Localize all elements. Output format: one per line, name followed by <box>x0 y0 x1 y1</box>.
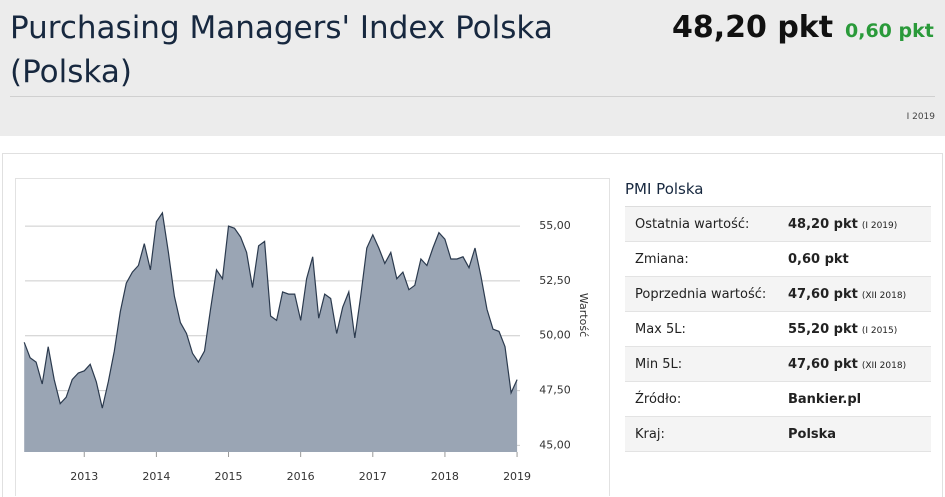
row-label: Ostatnia wartość: <box>635 216 750 232</box>
x-tick-label: 2014 <box>142 470 170 483</box>
x-tick-label: 2017 <box>359 470 387 483</box>
change: 0,60 pkt <box>845 20 934 42</box>
x-tick-label: 2019 <box>503 470 531 483</box>
row-label: Kraj: <box>635 426 665 442</box>
y-tick-label: 50,00 <box>539 329 571 342</box>
row-value-cell: 0,60 pkt <box>788 252 849 267</box>
row-value: Bankier.pl <box>788 391 862 407</box>
row-label: Poprzednia wartość: <box>635 286 767 302</box>
row-value: 47,60 pkt <box>788 356 858 372</box>
row-label: Źródło: <box>635 391 682 407</box>
table-row: Min 5L: 47,60 pkt (XII 2018) <box>625 347 931 382</box>
row-label: Zmiana: <box>635 251 689 267</box>
area-line <box>23 211 518 409</box>
row-value: 47,60 pkt <box>788 286 858 302</box>
row-value: Polska <box>788 426 837 442</box>
row-value-cell: Polska <box>788 427 836 442</box>
table-row: Zmiana: 0,60 pkt <box>625 242 931 277</box>
area-fill <box>24 212 518 452</box>
chart-box <box>15 178 610 496</box>
divider <box>10 96 935 97</box>
table-title: PMI Polska <box>625 176 931 207</box>
x-tick-label: 2018 <box>431 470 459 483</box>
row-value-cell: 47,60 pkt (XII 2018) <box>788 287 906 302</box>
row-value-cell: Bankier.pl <box>788 392 861 407</box>
y-tick-label: 45,00 <box>539 438 571 451</box>
row-label: Min 5L: <box>635 356 683 372</box>
table-row: Kraj: Polska <box>625 417 931 452</box>
x-tick-label: 2016 <box>287 470 315 483</box>
last-value: 48,20 pkt <box>672 10 834 45</box>
y-tick-label: 52,50 <box>539 274 571 287</box>
y-tick-label: 47,50 <box>539 384 571 397</box>
table-row: Źródło: Bankier.pl <box>625 382 931 417</box>
page-title: Purchasing Managers' Index Polska (Polsk… <box>10 10 553 90</box>
table-row: Poprzednia wartość: 47,60 pkt (XII 2018) <box>625 277 931 312</box>
row-date: (I 2015) <box>861 325 898 336</box>
date: I 2019 <box>906 112 935 122</box>
header: Purchasing Managers' Index Polska (Polsk… <box>0 0 945 136</box>
y-tick-label: 55,00 <box>539 219 571 232</box>
row-value: 55,20 pkt <box>788 321 858 337</box>
x-tick-label: 2013 <box>70 470 98 483</box>
x-tick-label: 2015 <box>215 470 243 483</box>
row-value: 0,60 pkt <box>788 251 849 267</box>
info-table: PMI Polska Ostatnia wartość: 48,20 pkt (I … <box>625 176 931 452</box>
row-value-cell: 47,60 pkt (XII 2018) <box>788 357 906 372</box>
row-date: (XII 2018) <box>861 290 907 301</box>
row-date: (XII 2018) <box>861 360 907 371</box>
row-value-cell: 55,20 pkt (I 2015) <box>788 322 897 337</box>
table-rows: Ostatnia wartość: 48,20 pkt (I 2019) Zmiana… <box>625 207 931 452</box>
row-value: 48,20 pkt <box>788 216 858 232</box>
card <box>2 153 943 497</box>
row-date: (I 2019) <box>861 220 898 231</box>
row-value-cell: 48,20 pkt (I 2019) <box>788 217 897 232</box>
table-row: Ostatnia wartość: 48,20 pkt (I 2019) <box>625 207 931 242</box>
row-label: Max 5L: <box>635 321 686 337</box>
table-row: Max 5L: 55,20 pkt (I 2015) <box>625 312 931 347</box>
y-axis-title: Wartość <box>577 293 590 337</box>
